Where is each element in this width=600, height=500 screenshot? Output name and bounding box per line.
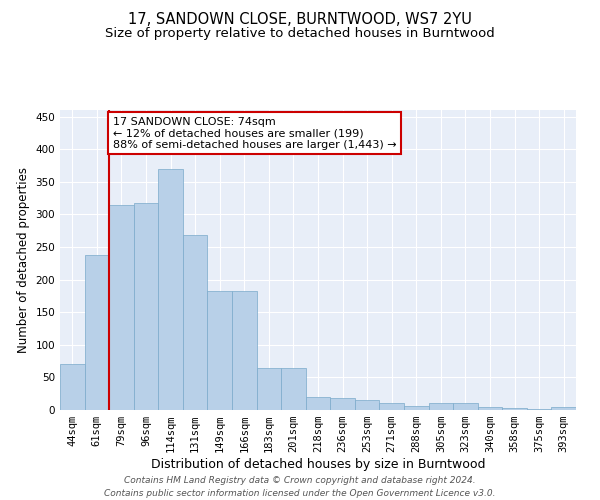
Bar — [527, 408, 551, 410]
Bar — [134, 204, 158, 410]
Text: 17, SANDOWN CLOSE, BURNTWOOD, WS7 2YU: 17, SANDOWN CLOSE, BURNTWOOD, WS7 2YU — [128, 12, 472, 28]
Text: 17 SANDOWN CLOSE: 74sqm
← 12% of detached houses are smaller (199)
88% of semi-d: 17 SANDOWN CLOSE: 74sqm ← 12% of detache… — [113, 116, 397, 150]
Bar — [379, 404, 404, 410]
Bar — [478, 408, 502, 410]
Bar — [330, 398, 355, 410]
Bar — [109, 204, 134, 410]
X-axis label: Distribution of detached houses by size in Burntwood: Distribution of detached houses by size … — [151, 458, 485, 471]
Text: Size of property relative to detached houses in Burntwood: Size of property relative to detached ho… — [105, 28, 495, 40]
Bar — [551, 408, 576, 410]
Y-axis label: Number of detached properties: Number of detached properties — [17, 167, 30, 353]
Bar — [232, 290, 257, 410]
Bar — [85, 256, 109, 410]
Bar — [183, 235, 208, 410]
Text: Contains HM Land Registry data © Crown copyright and database right 2024.
Contai: Contains HM Land Registry data © Crown c… — [104, 476, 496, 498]
Bar — [158, 168, 183, 410]
Bar — [208, 290, 232, 410]
Bar — [306, 397, 330, 410]
Bar — [355, 400, 379, 410]
Bar — [404, 406, 428, 410]
Bar — [257, 368, 281, 410]
Bar — [281, 368, 306, 410]
Bar — [453, 404, 478, 410]
Bar — [60, 364, 85, 410]
Bar — [428, 404, 453, 410]
Bar — [502, 408, 527, 410]
